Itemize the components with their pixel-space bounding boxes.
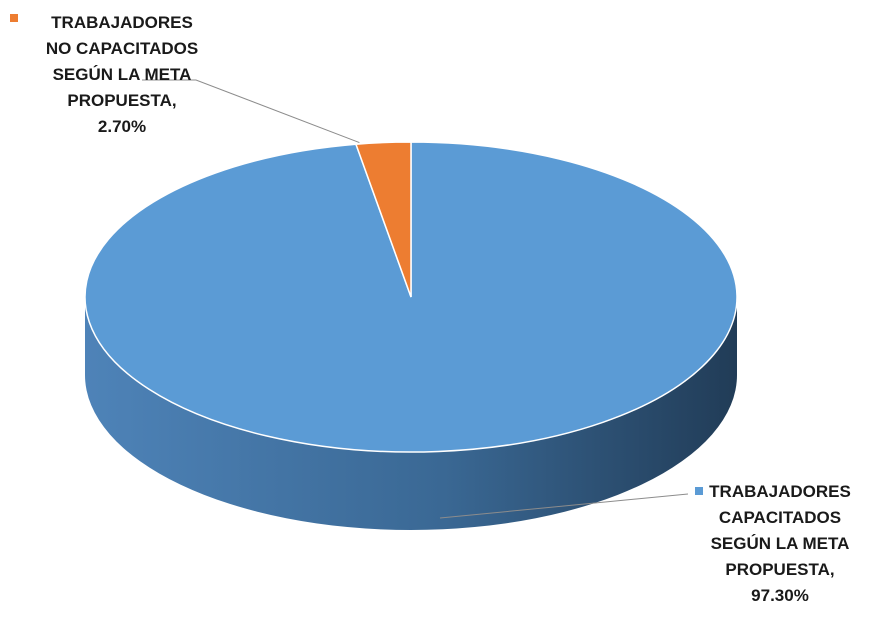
slice-marker-no-capacitados [10,14,18,22]
slice-marker-capacitados [695,487,703,495]
leader-line [439,493,689,519]
slice-label-no-capacitados: TRABAJADORES NO CAPACITADOS SEGÚN LA MET… [22,10,222,140]
slice-label-line: PROPUESTA, [725,560,835,579]
pie-side-wall [85,297,737,530]
slice-label-line: PROPUESTA, [67,91,177,110]
pie-top [84,141,738,453]
leader-lines [142,79,689,519]
slice-label-capacitados: TRABAJADORES CAPACITADOS SEGÚN LA META P… [690,479,870,609]
pie-slice [354,141,412,298]
slice-label-line: NO CAPACITADOS [45,39,199,58]
pie-side [85,297,737,530]
slice-label-line: 97.30% [751,586,809,605]
leader-line [142,79,360,144]
slice-label-line: SEGÚN LA META [710,534,850,553]
slice-label-line: CAPACITADOS [718,508,842,527]
slice-label-line: 2.70% [97,117,147,136]
slice-label-line: SEGÚN LA META [52,65,192,84]
slice-label-line: TRABAJADORES [51,13,193,32]
slice-label-line: TRABAJADORES [709,482,851,501]
